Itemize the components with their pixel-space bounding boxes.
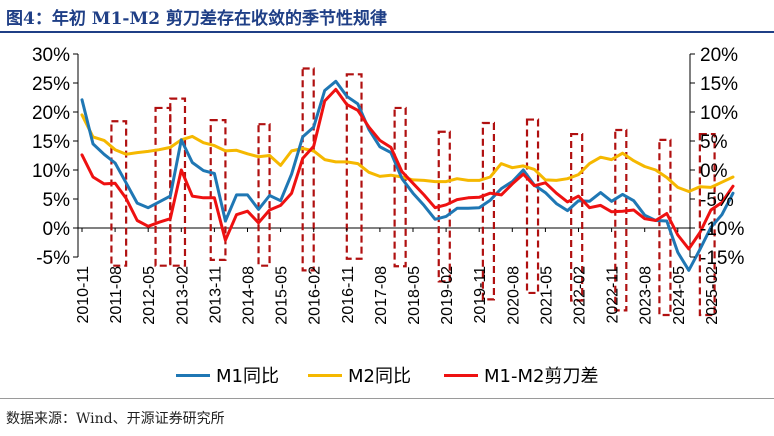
seasonal-window-box: [614, 128, 628, 312]
x-tick-label: 2011-08: [108, 266, 125, 324]
x-tick-label: 2016-11: [340, 266, 357, 324]
x-tick-label: 2013-11: [207, 266, 224, 324]
seasonal-window-box: [257, 123, 271, 267]
chart-axes: [77, 54, 691, 257]
x-tick-label: 2013-02: [174, 266, 191, 325]
right-axis-ticks: 20% 15% 10% 5% 0% -5% -10% -15%: [690, 45, 744, 269]
chart-title: 图4：年初 M1-M2 剪刀差存在收敛的季节性规律: [6, 9, 388, 29]
legend: M1同比 M2同比 M1-M2剪刀差: [0, 360, 774, 390]
x-tick-label: 2012-05: [141, 266, 158, 325]
x-tick-label: 2015-05: [274, 266, 291, 325]
x-tick-label: 2019-11: [472, 266, 489, 324]
right-tick-label: 20%: [700, 45, 738, 66]
legend-swatch-m1: [176, 374, 210, 377]
title-underline: [0, 31, 774, 33]
seasonal-window-box: [481, 121, 496, 301]
x-tick-label: 2025-02: [704, 266, 721, 325]
right-tick-label: 0%: [700, 161, 728, 182]
right-tick-label: 5%: [700, 132, 728, 153]
right-tick-label: -10%: [700, 219, 744, 240]
legend-swatch-scissor: [444, 374, 478, 377]
series-lines: [80, 79, 735, 272]
seasonal-window-box: [658, 138, 672, 317]
seasonal-window-box: [570, 132, 584, 302]
legend-label-m2: M2同比: [348, 366, 411, 387]
left-tick-label: 15%: [32, 132, 70, 153]
x-tick-label: 2017-08: [373, 266, 390, 325]
source-note: 数据来源：Wind、开源证券研究所: [6, 411, 225, 427]
seasonal-boxes: [110, 67, 716, 317]
x-tick-label: 2016-02: [307, 266, 324, 325]
left-tick-label: 25%: [32, 74, 70, 95]
seasonal-window-box: [301, 67, 315, 272]
x-tick-label: 2019-02: [439, 266, 456, 325]
x-tick-label: 2022-11: [605, 266, 622, 324]
left-tick-label: 0%: [43, 219, 71, 240]
right-tick-label: 10%: [700, 103, 738, 124]
left-tick-label: -5%: [36, 248, 70, 269]
legend-label-scissor: M1-M2剪刀差: [484, 366, 599, 387]
left-tick-label: 30%: [32, 45, 70, 66]
x-tick-label: 2024-05: [671, 266, 688, 325]
seasonal-window-box: [525, 118, 540, 295]
left-axis-ticks: 30% 25% 20% 15% 10% 5% 0% -5%: [32, 45, 78, 269]
seasonal-window-box: [110, 120, 128, 267]
legend-swatch-m2: [308, 374, 342, 377]
series-line-scissor: [80, 87, 735, 251]
x-tick-label: 2021-05: [538, 266, 555, 325]
right-tick-label: -5%: [700, 190, 734, 211]
seasonal-window-box: [154, 106, 172, 267]
x-tick-label: 2014-08: [241, 266, 258, 325]
x-tick-label: 2022-02: [572, 266, 589, 325]
x-axis-ticks: 2010-11 2011-08 2012-05 2013-02 2013-11 2014-…: [75, 228, 721, 325]
right-tick-label: -15%: [700, 248, 744, 269]
x-tick-label: 2018-05: [406, 266, 423, 325]
series-line-m1: [80, 79, 735, 272]
x-tick-label: 2010-11: [75, 266, 92, 324]
title-bar: 图4：年初 M1-M2 剪刀差存在收敛的季节性规律: [0, 0, 774, 34]
chart-svg: 30% 25% 20% 15% 10% 5% 0% -5% 20% 15% 10% 5% 0% -5% -…: [32, 45, 744, 325]
seasonal-window-box: [169, 97, 187, 267]
footer-divider: [0, 398, 774, 399]
left-tick-label: 10%: [32, 161, 70, 182]
legend-label-m1: M1同比: [216, 366, 279, 387]
seasonal-window-box: [393, 106, 407, 268]
x-tick-label: 2020-08: [505, 266, 522, 325]
left-tick-label: 20%: [32, 103, 70, 124]
x-tick-label: 2023-08: [638, 266, 655, 325]
left-tick-label: 5%: [43, 190, 71, 211]
right-tick-label: 15%: [700, 74, 738, 95]
